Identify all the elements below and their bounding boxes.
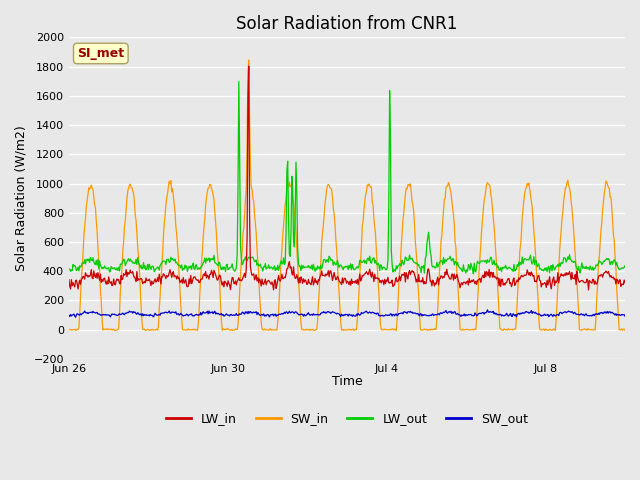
LW_out (470, 271, 477, 276)
SW_out (484, 307, 492, 313)
SW_out (214, 311, 222, 316)
SW_in (248, 187, 256, 192)
LW_out (535, 261, 543, 267)
Line: SW_in: SW_in (69, 60, 625, 330)
SW_out (72, 314, 79, 320)
LW_in (156, 271, 163, 277)
LW_out (235, 79, 243, 84)
SW_in (245, 57, 253, 63)
SW_in (81, 224, 88, 229)
LW_in (621, 280, 629, 286)
SW_out (621, 313, 629, 319)
SW_in (111, 327, 118, 333)
SW_out (248, 309, 255, 315)
SW_out (82, 310, 90, 315)
SW_in (535, 315, 543, 321)
SW_in (214, 257, 222, 263)
LW_out (213, 262, 221, 267)
Line: LW_out: LW_out (69, 82, 625, 274)
X-axis label: Time: Time (332, 375, 362, 388)
SW_out (535, 311, 543, 317)
LW_in (534, 273, 542, 279)
SW_out (65, 312, 73, 318)
LW_in (570, 276, 577, 281)
LW_out (156, 267, 163, 273)
SW_in (156, 294, 164, 300)
LW_in (213, 277, 221, 283)
LW_in (585, 287, 593, 293)
LW_out (248, 254, 255, 260)
Title: Solar Radiation from CNR1: Solar Radiation from CNR1 (236, 15, 458, 33)
SW_out (571, 310, 579, 315)
Legend: LW_in, SW_in, LW_out, SW_out: LW_in, SW_in, LW_out, SW_out (161, 407, 533, 430)
SW_in (621, 327, 629, 333)
LW_in (245, 63, 253, 69)
SW_out (156, 312, 164, 318)
SW_in (571, 241, 579, 247)
LW_out (571, 259, 579, 264)
SW_in (65, 327, 73, 333)
LW_out (65, 266, 73, 272)
Y-axis label: Solar Radiation (W/m2): Solar Radiation (W/m2) (15, 125, 28, 271)
LW_in (65, 277, 73, 283)
Line: LW_in: LW_in (69, 66, 625, 290)
Line: SW_out: SW_out (69, 310, 625, 317)
Text: SI_met: SI_met (77, 47, 124, 60)
LW_in (81, 276, 88, 282)
LW_out (81, 257, 88, 263)
LW_out (621, 263, 629, 268)
LW_in (248, 269, 255, 275)
